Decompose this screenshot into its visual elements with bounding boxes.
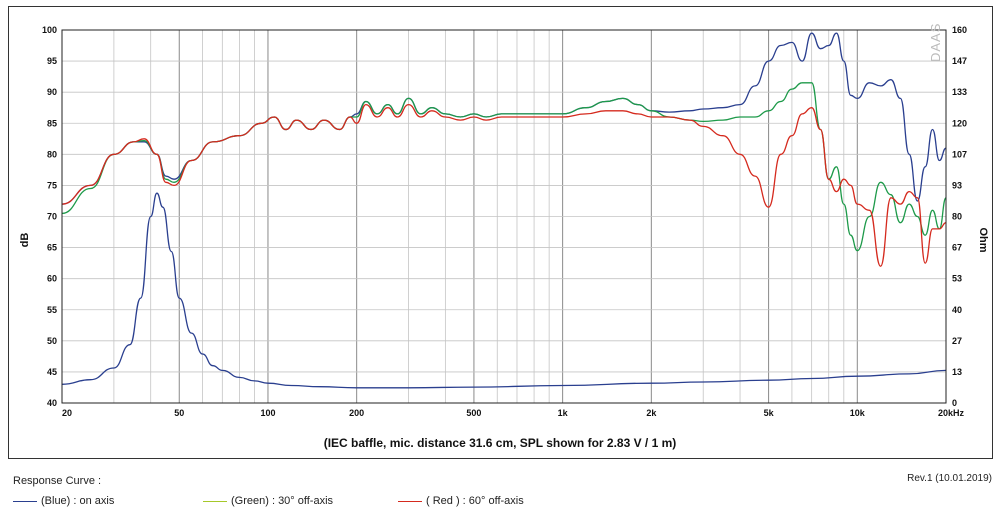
y-tick-label-right: 160 [952,25,967,35]
legend-item-red: ( Red ) : 60° off-axis [398,495,524,507]
y-tick-label-right: 107 [952,149,967,159]
y-tick-label-left: 85 [47,118,57,128]
y-tick-label-right: 0 [952,398,957,408]
y-tick-label-left: 60 [47,274,57,284]
y-tick-label-left: 40 [47,398,57,408]
legend-label-green: (Green) : 30° off-axis [231,495,334,507]
y-tick-label-right: 67 [952,243,962,253]
series-line-0 [61,32,947,205]
series-line-2 [61,103,947,267]
y-tick-label-right: 93 [952,180,962,190]
y-tick-label-left: 45 [47,367,57,377]
legend-swatch-blue [13,500,37,502]
y-tick-label-right: 120 [952,118,967,128]
x-tick-label: 1k [558,408,569,418]
y-tick-label-left: 100 [42,25,57,35]
y-tick-label-right: 133 [952,87,967,97]
response-curve-label: Response Curve : [13,475,102,487]
y-tick-label-left: 75 [47,180,57,190]
plot-area-border [61,29,947,404]
y-tick-label-right: 27 [952,336,962,346]
y-tick-label-left: 80 [47,149,57,159]
x-tick-label: 100 [260,408,275,418]
legend-item-blue: (Blue) : on axis [13,495,114,507]
x-tick-label: 20kHz [938,408,965,418]
y-tick-label-left: 65 [47,243,57,253]
y-tick-label-right: 80 [952,212,962,222]
series-layer [61,32,947,389]
x-tick-label: 10k [850,408,866,418]
legend-label-blue: (Blue) : on axis [41,495,115,507]
revision-label: Rev.1 (10.01.2019) [907,473,992,484]
x-tick-label: 5k [764,408,775,418]
series-line-1 [61,82,947,252]
y-tick-label-left: 70 [47,212,57,222]
left-axis-title: dB [19,233,31,248]
x-tick-label: 2k [646,408,657,418]
legend-swatch-green [203,500,227,502]
right-axis-title: Ohm [977,227,989,252]
y-tick-label-left: 95 [47,56,57,66]
frequency-response-chart: 100 95 90 85 80 75 70 65 60 55 50 45 40 160 147 133 120 1… [19,23,989,450]
legend-swatch-red [398,500,422,502]
y-tick-label-left: 90 [47,87,57,97]
y-tick-label-right: 147 [952,56,967,66]
x-tick-label: 50 [174,408,184,418]
watermark: DAAS [928,23,943,62]
tick-labels: 100 95 90 85 80 75 70 65 60 55 50 45 40 160 147 133 120 1… [42,25,967,418]
x-tick-label: 500 [466,408,481,418]
series-line-3 [61,192,947,389]
y-tick-label-right: 13 [952,367,962,377]
x-tick-label: 20 [62,408,72,418]
x-tick-label: 200 [349,408,364,418]
legend-item-green: (Green) : 30° off-axis [203,495,333,507]
y-tick-label-left: 50 [47,336,57,346]
chart-caption: (IEC baffle, mic. distance 31.6 cm, SPL … [324,436,677,450]
y-tick-label-right: 53 [952,274,962,284]
legend-label-red: ( Red ) : 60° off-axis [426,495,524,507]
y-tick-label-right: 40 [952,305,962,315]
y-tick-label-left: 55 [47,305,57,315]
